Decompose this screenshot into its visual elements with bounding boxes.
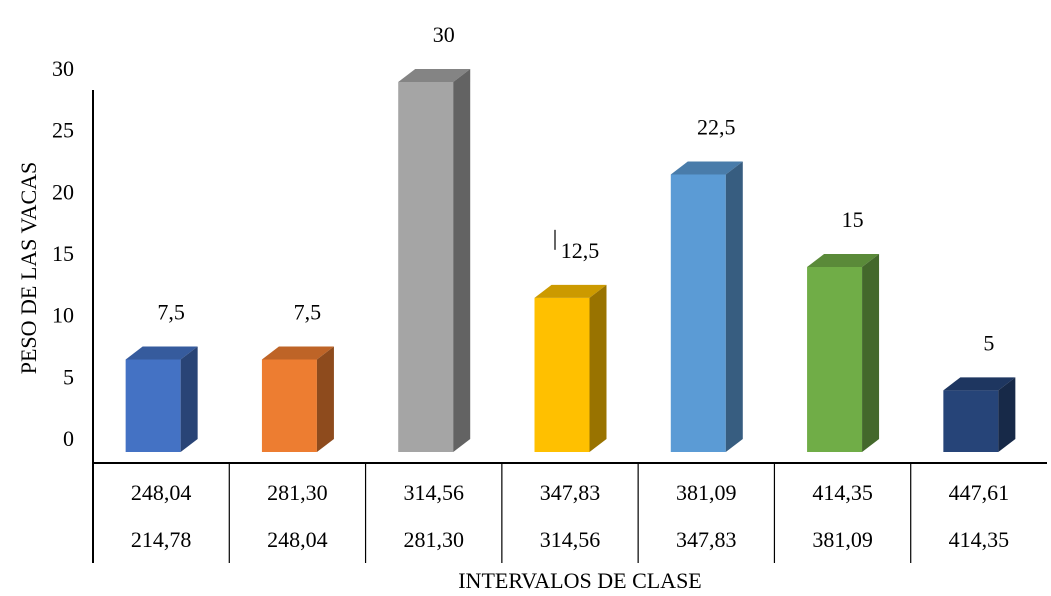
category-upper: 381,09 bbox=[676, 480, 737, 505]
bar-front bbox=[670, 174, 726, 452]
bar-front bbox=[125, 359, 181, 452]
axes bbox=[92, 90, 1047, 563]
y-axis-ticks: 0 5 10 15 20 25 30 bbox=[52, 56, 74, 451]
bar bbox=[943, 377, 1016, 452]
bar-front bbox=[261, 359, 317, 452]
data-label: 15 bbox=[842, 207, 864, 232]
category-lower: 314,56 bbox=[540, 527, 601, 552]
bar-front bbox=[943, 390, 999, 452]
bar-top bbox=[261, 346, 334, 360]
bar-top bbox=[125, 346, 198, 360]
category-upper: 314,56 bbox=[403, 480, 464, 505]
y-tick-label: 20 bbox=[52, 179, 74, 204]
data-labels: 7,5 7,5 30 12,5 22,5 15 5 bbox=[157, 22, 994, 355]
category-lower: 214,78 bbox=[131, 527, 192, 552]
bar bbox=[398, 69, 471, 452]
category-upper: 347,83 bbox=[540, 480, 601, 505]
category-upper: 414,35 bbox=[812, 480, 873, 505]
bar bbox=[807, 254, 880, 452]
category-upper: 248,04 bbox=[131, 480, 192, 505]
category-table: 248,04 214,78 281,30 248,04 314,56 281,30 347,… bbox=[131, 463, 1009, 563]
bar bbox=[534, 284, 607, 452]
category-upper: 281,30 bbox=[267, 480, 328, 505]
data-label: 5 bbox=[983, 330, 994, 355]
bar-top bbox=[670, 161, 743, 175]
bar-front bbox=[398, 82, 454, 452]
y-axis-title: PESO DE LAS VACAS bbox=[16, 162, 41, 375]
data-label: 7,5 bbox=[294, 300, 322, 325]
category-upper: 447,61 bbox=[949, 480, 1010, 505]
category-lower: 347,83 bbox=[676, 527, 737, 552]
y-tick-label: 0 bbox=[63, 426, 74, 451]
bar bbox=[670, 161, 743, 452]
category-lower: 381,09 bbox=[812, 527, 873, 552]
data-label: 7,5 bbox=[157, 300, 185, 325]
bar-top bbox=[943, 377, 1016, 391]
bar-side bbox=[998, 377, 1016, 452]
bar-front bbox=[807, 267, 863, 452]
bar-front bbox=[534, 297, 590, 452]
data-label: 22,5 bbox=[697, 115, 736, 140]
category-lower: 248,04 bbox=[267, 527, 328, 552]
category-lower: 414,35 bbox=[949, 527, 1010, 552]
bar-top bbox=[398, 69, 471, 82]
bar-side bbox=[862, 254, 880, 452]
bar bbox=[261, 346, 334, 452]
bar-side bbox=[725, 161, 743, 452]
y-tick-label: 5 bbox=[63, 364, 74, 389]
bar-side bbox=[453, 69, 471, 452]
y-tick-label: 10 bbox=[52, 303, 74, 328]
bar bbox=[125, 346, 198, 452]
data-label: 12,5 bbox=[561, 238, 600, 263]
bar-side bbox=[316, 346, 334, 452]
y-tick-label: 30 bbox=[52, 56, 74, 81]
y-tick-label: 15 bbox=[52, 241, 74, 266]
bar-side bbox=[589, 284, 607, 452]
bars bbox=[125, 69, 1016, 452]
bar-side bbox=[180, 346, 198, 452]
bar-top bbox=[807, 254, 880, 267]
category-lower: 281,30 bbox=[403, 527, 464, 552]
x-axis-title: INTERVALOS DE CLASE bbox=[458, 568, 702, 593]
bar-top bbox=[534, 284, 607, 298]
y-tick-label: 25 bbox=[52, 118, 74, 143]
data-label: 30 bbox=[433, 22, 455, 47]
